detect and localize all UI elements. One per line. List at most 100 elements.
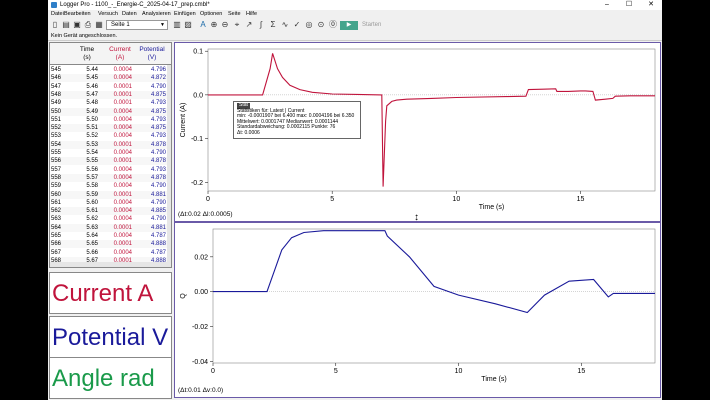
horizontal-scrollbar[interactable]: [50, 262, 171, 267]
table-row[interactable]: 563 5.62 0.0004 4.790: [50, 215, 167, 223]
graph-potential-plot[interactable]: 0 5 10 15 0.02 0.00 -0.02 -0.04 Time (s) Q: [175, 223, 660, 397]
table-icon[interactable]: ▥: [173, 20, 181, 29]
data-table[interactable]: Time (s) Current (A) Potential (V) 545 5.…: [49, 42, 172, 268]
menu-datei[interactable]: Datei: [51, 11, 64, 17]
cell-time: 5.64: [86, 233, 98, 239]
col-header-current[interactable]: Current (A): [104, 46, 136, 62]
graph-current-plot[interactable]: 0 5 10 15 0.1 0.0 -0.1 -0.2 Time (s) Current (A): [175, 43, 660, 221]
col-header-potential[interactable]: Potential (V): [136, 46, 168, 62]
stats-line: Mittelwert: 0.0001747 Medianwert: 0.0001…: [237, 118, 339, 125]
current-graph-series-line[interactable]: [208, 53, 655, 187]
menu-daten[interactable]: Daten: [122, 11, 137, 17]
table-row[interactable]: 553 5.52 0.0004 4.793: [50, 132, 167, 140]
table-row[interactable]: 551 5.50 0.0004 4.793: [50, 116, 167, 124]
row-index: 564: [51, 224, 62, 231]
table-row[interactable]: 560 5.59 0.0001 4.881: [50, 190, 167, 199]
table-row[interactable]: 564 5.63 0.0001 4.881: [50, 223, 167, 232]
potential-graph-series-line[interactable]: [213, 230, 655, 314]
page-select[interactable]: Seite 1 ▼: [106, 20, 168, 30]
zero-icon[interactable]: ⓪: [329, 20, 337, 29]
cell-time: 5.57: [86, 174, 98, 181]
autoscale-icon[interactable]: A: [200, 20, 206, 29]
table-row[interactable]: 546 5.45 0.0004 4.872: [50, 74, 167, 83]
table-row[interactable]: 552 5.51 0.0004 4.875: [50, 124, 167, 133]
statistics-box[interactable]: Stat Statistiken für: Latest | Current m…: [233, 101, 361, 139]
meter-potential[interactable]: Potential V: [49, 316, 172, 358]
row-index: 545: [51, 67, 62, 73]
start-label: Starten: [362, 22, 382, 28]
meter-angle[interactable]: Angle rad: [49, 357, 172, 399]
table-row[interactable]: 562 5.61 0.0004 4.885: [50, 207, 167, 216]
meter-icon[interactable]: ◎: [305, 20, 313, 29]
menu-optionen[interactable]: Optionen: [200, 11, 223, 17]
current-graph-x-axis-label: Time (s): [479, 204, 504, 211]
new-file-icon[interactable]: ▯: [52, 20, 58, 29]
table-row[interactable]: 565 5.64 0.0004 4.787: [50, 232, 167, 240]
table-row[interactable]: 550 5.49 0.0004 4.875: [50, 107, 167, 116]
table-row[interactable]: 557 5.56 0.0004 4.793: [50, 166, 167, 174]
current-graph-y-tick-label: -0.2: [191, 180, 203, 187]
graph-icon[interactable]: ▨: [184, 20, 192, 29]
table-row[interactable]: 566 5.65 0.0001 4.888: [50, 240, 167, 249]
zoom-out-icon[interactable]: ⊖: [221, 20, 229, 29]
zoom-in-icon[interactable]: ⊕: [210, 20, 218, 29]
menu-einfuegen[interactable]: Einfügen: [174, 11, 196, 17]
tangent-icon[interactable]: ↗: [245, 20, 253, 29]
minimize-button[interactable]: –: [605, 1, 609, 8]
menu-versuch[interactable]: Versuch: [98, 11, 118, 17]
table-row[interactable]: 559 5.58 0.0004 4.790: [50, 182, 167, 190]
cell-potential: 4.790: [150, 83, 166, 90]
graph-potential[interactable]: 0 5 10 15 0.02 0.00 -0.02 -0.04 Time (s) Q (Δt:0.…: [174, 222, 661, 398]
graph-current[interactable]: 0 5 10 15 0.1 0.0 -0.1 -0.2 Time (s) Current (A) …: [174, 42, 661, 222]
save-icon[interactable]: ▣: [73, 20, 81, 29]
play-icon: ▶: [340, 21, 358, 30]
potential-graph-y-tick-label: -0.02: [192, 324, 208, 331]
chevron-down-icon: ▼: [160, 22, 165, 28]
model-icon[interactable]: ✓: [293, 20, 301, 29]
data-collection-icon[interactable]: ⊙: [317, 20, 325, 29]
curve-fit-icon[interactable]: ∿: [281, 20, 289, 29]
cell-current: 0.0001: [113, 224, 132, 231]
row-index: 563: [51, 216, 62, 223]
statistics-icon[interactable]: Σ: [270, 20, 276, 29]
vertical-scrollbar[interactable]: [167, 65, 171, 267]
table-row[interactable]: 556 5.55 0.0001 4.878: [50, 157, 167, 166]
table-row[interactable]: 545 5.44 0.0004 4.796: [50, 66, 167, 74]
row-index: 548: [51, 91, 62, 98]
table-row[interactable]: 558 5.57 0.0004 4.878: [50, 173, 167, 183]
menu-bearbeiten[interactable]: Bearbeiten: [64, 11, 91, 17]
integral-icon[interactable]: ∫: [259, 20, 263, 29]
maximize-button[interactable]: ☐: [625, 1, 633, 8]
start-button[interactable]: ▶ Starten: [340, 20, 388, 30]
row-index: 546: [51, 75, 62, 82]
cell-time: 5.58: [86, 183, 98, 190]
table-row[interactable]: 555 5.54 0.0004 4.790: [50, 149, 167, 157]
cell-time: 5.51: [86, 125, 98, 132]
menu-analysieren[interactable]: Analysieren: [142, 11, 171, 17]
cell-potential: 4.878: [150, 158, 166, 165]
cell-current: 0.0004: [113, 125, 132, 132]
table-row[interactable]: 567 5.66 0.0004 4.787: [50, 249, 167, 257]
cell-time: 5.53: [86, 141, 98, 148]
table-row[interactable]: 548 5.47 0.0001 4.875: [50, 90, 167, 100]
table-row[interactable]: 561 5.60 0.0004 4.790: [50, 199, 167, 207]
page-nav-icon[interactable]: ▦: [95, 20, 103, 29]
cell-current: 0.0004: [113, 174, 132, 181]
close-button[interactable]: ✕: [648, 1, 654, 8]
status-text: Kein Gerät angeschlossen.: [51, 33, 118, 39]
menu-seite[interactable]: Seite: [228, 11, 241, 17]
potential-graph-x-tick-label: 10: [455, 368, 463, 375]
print-icon[interactable]: ⎙: [84, 20, 92, 29]
cell-potential: 4.878: [150, 141, 166, 148]
table-row[interactable]: 554 5.53 0.0001 4.878: [50, 140, 167, 149]
table-row[interactable]: 547 5.46 0.0001 4.790: [50, 83, 167, 91]
menu-hilfe[interactable]: Hilfe: [246, 11, 258, 17]
open-icon[interactable]: ▤: [62, 20, 70, 29]
graph-divider-handle[interactable]: ↕: [414, 212, 419, 223]
examine-icon[interactable]: ⌖: [234, 20, 240, 29]
col-header-time[interactable]: Time (s): [72, 46, 102, 62]
table-row[interactable]: 568 5.67 0.0001 4.888: [50, 256, 167, 266]
table-row[interactable]: 549 5.48 0.0001 4.793: [50, 99, 167, 107]
cell-current: 0.0001: [113, 241, 132, 248]
meter-current[interactable]: Current A: [49, 272, 172, 314]
